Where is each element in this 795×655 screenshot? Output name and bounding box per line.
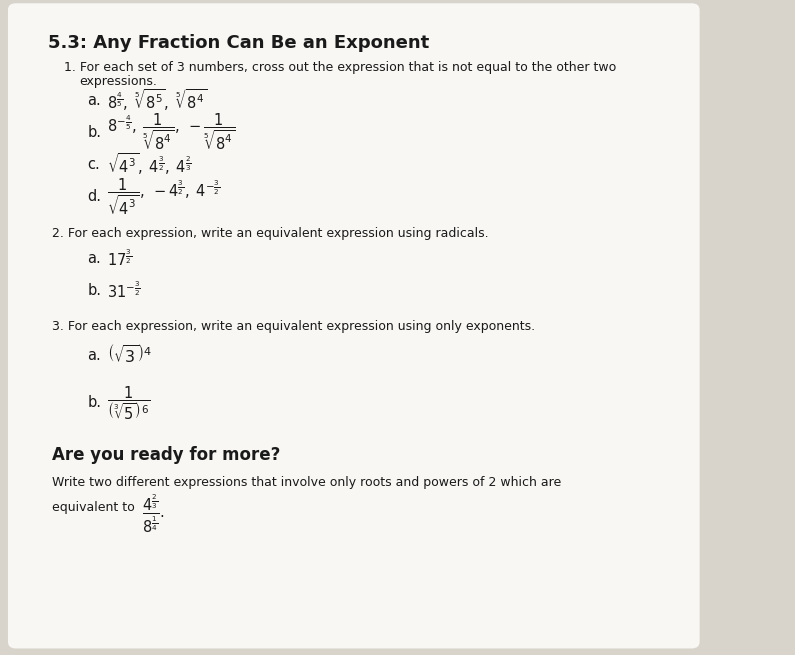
FancyBboxPatch shape <box>8 3 700 648</box>
Text: a.: a. <box>87 93 101 107</box>
Text: $8^{\frac{4}{5}},\;\sqrt[5]{8^5},\;\sqrt[5]{8^4}$: $8^{\frac{4}{5}},\;\sqrt[5]{8^5},\;\sqrt… <box>107 87 207 113</box>
Text: expressions.: expressions. <box>80 75 157 88</box>
Text: b.: b. <box>87 125 102 140</box>
Text: d.: d. <box>87 189 102 204</box>
Text: 2. For each expression, write an equivalent expression using radicals.: 2. For each expression, write an equival… <box>52 227 488 240</box>
Text: a.: a. <box>87 348 101 362</box>
Text: 1. For each set of 3 numbers, cross out the expression that is not equal to the : 1. For each set of 3 numbers, cross out … <box>64 61 616 74</box>
Text: Are you ready for more?: Are you ready for more? <box>52 446 280 464</box>
Text: c.: c. <box>87 157 100 172</box>
Text: 3. For each expression, write an equivalent expression using only exponents.: 3. For each expression, write an equival… <box>52 320 535 333</box>
Text: $\dfrac{1}{\left(\sqrt[3]{5}\right)^6}$: $\dfrac{1}{\left(\sqrt[3]{5}\right)^6}$ <box>107 384 150 422</box>
Text: $\sqrt{4^3},\;4^{\frac{3}{2}},\;4^{\frac{2}{3}}$: $\sqrt{4^3},\;4^{\frac{3}{2}},\;4^{\frac… <box>107 151 192 178</box>
Text: $31^{-\frac{3}{2}}$: $31^{-\frac{3}{2}}$ <box>107 280 142 301</box>
Text: $\left(\sqrt{3}\right)^4$: $\left(\sqrt{3}\right)^4$ <box>107 344 153 366</box>
Text: b.: b. <box>87 284 102 298</box>
Text: $8^{-\frac{4}{5}},\;\dfrac{1}{\sqrt[5]{8^4}},\;-\dfrac{1}{\sqrt[5]{8^4}}$: $8^{-\frac{4}{5}},\;\dfrac{1}{\sqrt[5]{8… <box>107 112 236 153</box>
Text: $\dfrac{1}{\sqrt{4^3}},\;-4^{\frac{3}{2}},\;4^{-\frac{3}{2}}$: $\dfrac{1}{\sqrt{4^3}},\;-4^{\frac{3}{2}… <box>107 176 220 217</box>
Text: Write two different expressions that involve only roots and powers of 2 which ar: Write two different expressions that inv… <box>52 476 561 489</box>
Text: b.: b. <box>87 396 102 410</box>
Text: 5.3: Any Fraction Can Be an Exponent: 5.3: Any Fraction Can Be an Exponent <box>48 33 429 52</box>
Text: a.: a. <box>87 252 101 266</box>
Text: equivalent to: equivalent to <box>52 501 134 514</box>
Text: $\dfrac{4^{\frac{2}{3}}}{8^{\frac{1}{4}}}.$: $\dfrac{4^{\frac{2}{3}}}{8^{\frac{1}{4}}… <box>142 493 165 535</box>
Text: $17^{\frac{3}{2}}$: $17^{\frac{3}{2}}$ <box>107 248 133 269</box>
